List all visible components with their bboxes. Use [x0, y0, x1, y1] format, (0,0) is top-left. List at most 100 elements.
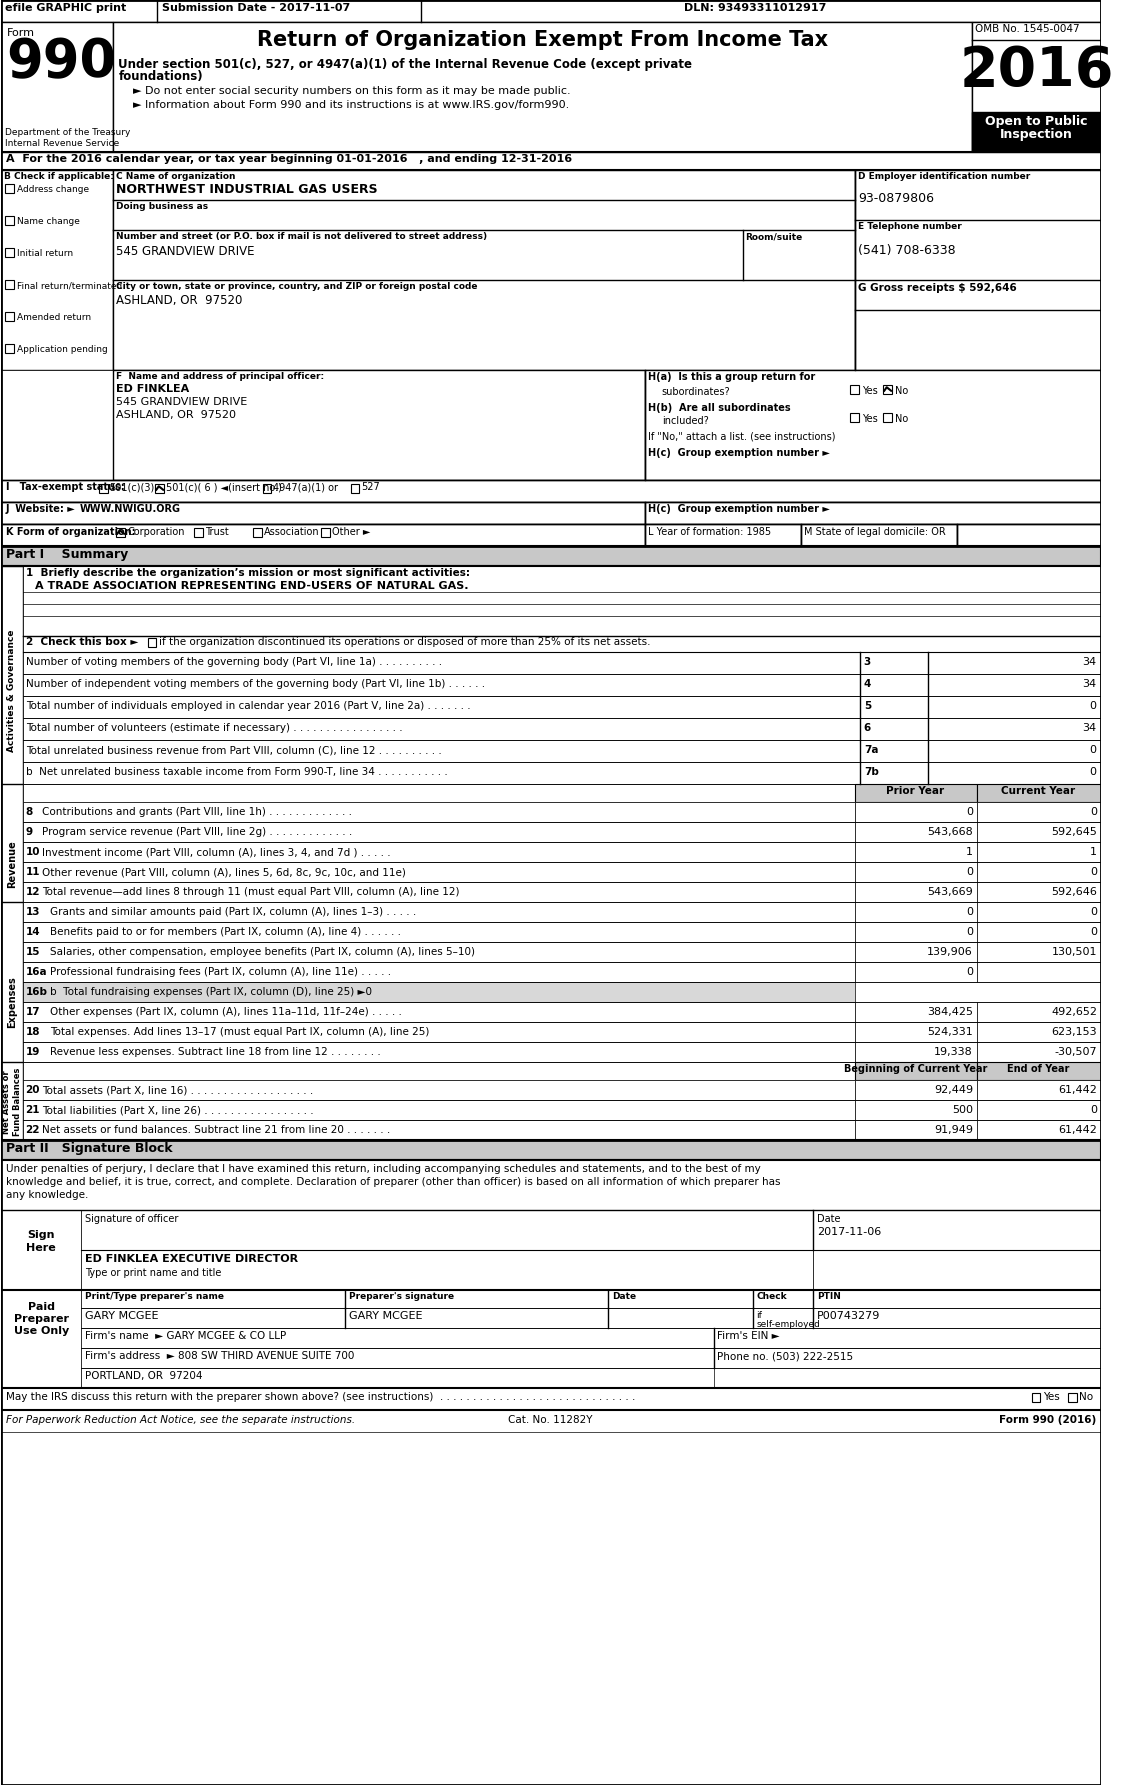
Text: 34: 34 — [1082, 723, 1097, 734]
Text: Prior Year: Prior Year — [887, 785, 944, 796]
Bar — [860, 762, 929, 784]
Text: M State of legal domicile: OR: M State of legal domicile: OR — [805, 527, 946, 537]
Text: 92,449: 92,449 — [934, 1085, 973, 1094]
Text: Part I    Summary: Part I Summary — [6, 548, 128, 560]
Text: 8: 8 — [26, 807, 33, 818]
Text: 0: 0 — [966, 907, 973, 917]
Bar — [713, 1328, 1101, 1348]
Text: If "No," attach a list. (see instructions): If "No," attach a list. (see instruction… — [648, 430, 835, 441]
Bar — [977, 784, 1101, 801]
Bar — [855, 1042, 977, 1062]
Bar — [855, 942, 977, 962]
Text: Total revenue—add lines 8 through 11 (must equal Part VIII, column (A), line 12): Total revenue—add lines 8 through 11 (mu… — [42, 887, 460, 898]
Bar — [23, 1042, 855, 1062]
Text: 1: 1 — [966, 848, 973, 857]
Bar — [81, 1250, 813, 1291]
Text: G Gross receipts $ 592,646: G Gross receipts $ 592,646 — [858, 284, 1017, 293]
Text: -30,507: -30,507 — [1055, 1048, 1097, 1057]
Text: Professional fundraising fees (Part IX, column (A), line 11e) . . . . .: Professional fundraising fees (Part IX, … — [50, 967, 391, 976]
Text: any knowledge.: any knowledge. — [6, 1191, 88, 1200]
Text: Amended return: Amended return — [17, 312, 91, 321]
Text: No: No — [895, 386, 908, 396]
Bar — [813, 1250, 1101, 1291]
Bar — [645, 369, 1101, 480]
Bar — [645, 525, 801, 546]
Text: Net Assets or
Fund Balances: Net Assets or Fund Balances — [2, 1067, 21, 1137]
Bar — [801, 525, 958, 546]
Text: No: No — [1080, 1392, 1093, 1401]
Bar — [609, 1308, 753, 1328]
Bar — [1, 1062, 23, 1142]
Text: subordinates?: subordinates? — [662, 387, 730, 396]
Bar — [6, 280, 14, 289]
Text: C Name of organization: C Name of organization — [116, 171, 236, 180]
Bar — [753, 1291, 813, 1308]
Text: 501(c)( 6 ) ◄(insert no.): 501(c)( 6 ) ◄(insert no.) — [166, 482, 282, 493]
Text: Date: Date — [612, 1292, 636, 1301]
Bar — [263, 484, 272, 493]
Bar — [350, 484, 360, 493]
Bar — [23, 1001, 855, 1023]
Text: 130,501: 130,501 — [1051, 948, 1097, 957]
Bar — [23, 784, 855, 801]
Text: 0: 0 — [966, 926, 973, 937]
Text: b  Total fundraising expenses (Part IX, column (D), line 25) ►0: b Total fundraising expenses (Part IX, c… — [50, 987, 372, 998]
Bar — [813, 1210, 1101, 1249]
Text: 2  Check this box ►: 2 Check this box ► — [26, 637, 137, 646]
Bar — [23, 942, 855, 962]
Text: Yes: Yes — [1044, 1392, 1061, 1401]
Text: Doing business as: Doing business as — [116, 202, 208, 211]
Bar — [850, 412, 859, 421]
Bar — [1, 901, 23, 1101]
Bar — [855, 1023, 977, 1042]
Text: Use Only: Use Only — [14, 1326, 69, 1335]
Bar — [977, 962, 1101, 982]
Text: Revenue less expenses. Subtract line 18 from line 12 . . . . . . . .: Revenue less expenses. Subtract line 18 … — [50, 1048, 381, 1057]
Text: Number and street (or P.O. box if mail is not delivered to street address): Number and street (or P.O. box if mail i… — [116, 232, 488, 241]
Text: 6: 6 — [863, 723, 871, 734]
Bar — [813, 1291, 1101, 1308]
Bar — [23, 762, 860, 784]
Bar — [1, 525, 645, 546]
Text: Number of independent voting members of the governing body (Part VI, line 1b) . : Number of independent voting members of … — [26, 678, 485, 689]
Bar — [23, 675, 860, 696]
Bar — [194, 528, 203, 537]
Text: 91,949: 91,949 — [934, 1125, 973, 1135]
Text: May the IRS discuss this return with the preparer shown above? (see instructions: May the IRS discuss this return with the… — [6, 1392, 636, 1401]
Text: Under section 501(c), 527, or 4947(a)(1) of the Internal Revenue Code (except pr: Under section 501(c), 527, or 4947(a)(1)… — [118, 57, 692, 71]
Text: 0: 0 — [966, 868, 973, 876]
Text: A  For the 2016 calendar year, or tax year beginning 01-01-2016   , and ending 1: A For the 2016 calendar year, or tax yea… — [6, 154, 573, 164]
Text: 5: 5 — [863, 702, 871, 710]
Text: 623,153: 623,153 — [1051, 1026, 1097, 1037]
Bar — [977, 823, 1101, 843]
Text: E Telephone number: E Telephone number — [858, 221, 961, 230]
Bar — [345, 1308, 609, 1328]
Bar — [713, 1348, 1101, 1367]
Bar — [1, 784, 23, 944]
Bar — [977, 1042, 1101, 1062]
Text: GARY MCGEE: GARY MCGEE — [86, 1310, 159, 1321]
Bar — [929, 675, 1101, 696]
Text: B Check if applicable:: B Check if applicable: — [5, 171, 114, 180]
Text: No: No — [895, 414, 908, 425]
Text: Form: Form — [7, 29, 35, 37]
Text: 14: 14 — [26, 926, 41, 937]
Bar — [929, 652, 1101, 675]
Bar — [645, 502, 1101, 525]
Bar — [23, 1119, 855, 1141]
Text: 16b: 16b — [26, 987, 47, 998]
Text: Salaries, other compensation, employee benefits (Part IX, column (A), lines 5–10: Salaries, other compensation, employee b… — [50, 948, 474, 957]
Bar — [855, 962, 977, 982]
Text: if: if — [756, 1310, 762, 1319]
Bar — [1, 546, 1101, 566]
Text: P00743279: P00743279 — [817, 1310, 880, 1321]
Text: Total unrelated business revenue from Part VIII, column (C), line 12 . . . . . .: Total unrelated business revenue from Pa… — [26, 744, 442, 755]
Text: Total liabilities (Part X, line 26) . . . . . . . . . . . . . . . . .: Total liabilities (Part X, line 26) . . … — [42, 1105, 313, 1116]
Text: 543,669: 543,669 — [928, 887, 973, 898]
Text: Check: Check — [756, 1292, 787, 1301]
Text: Other revenue (Part VIII, column (A), lines 5, 6d, 8c, 9c, 10c, and 11e): Other revenue (Part VIII, column (A), li… — [42, 868, 406, 876]
Bar — [114, 369, 645, 480]
Text: Part II   Signature Block: Part II Signature Block — [6, 1142, 172, 1155]
Bar — [855, 1119, 977, 1141]
Text: Yes: Yes — [862, 414, 878, 425]
